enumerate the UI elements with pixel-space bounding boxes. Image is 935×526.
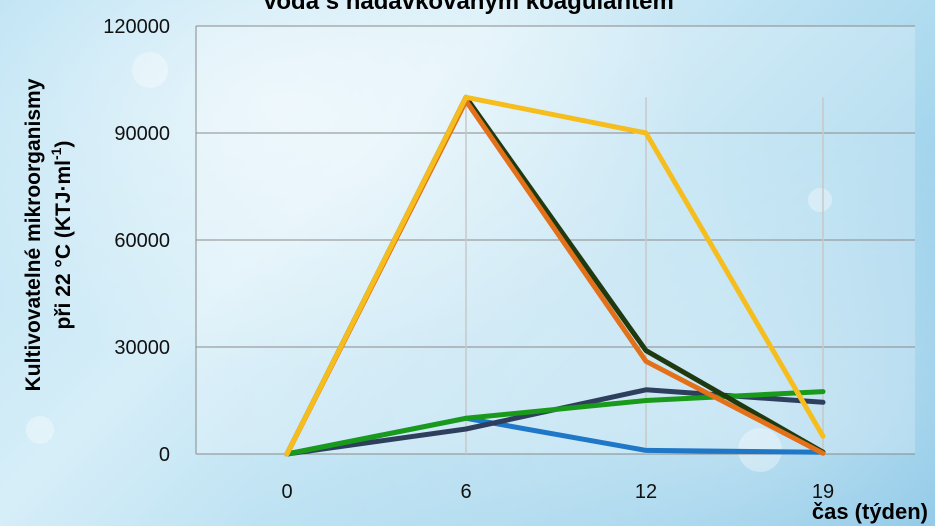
y-tick-label: 60000 [114,230,170,252]
x-tick-label: 6 [460,481,471,503]
gridlines [195,25,915,455]
y-tick-label: 0 [159,444,170,466]
series-lines [284,94,826,457]
y-tick-label: 30000 [114,337,170,359]
x-tick-label: 0 [281,481,292,503]
y-axis-title-main: při 22 °C (KTJ·ml [52,160,75,329]
y-axis-title-line1: Kultivovatelné mikroorganismy [22,78,45,391]
chart-title: Voda s nadávkovaným koagulantem [262,0,674,15]
x-tick-label: 19 [812,481,834,503]
x-tick-labels: 0 6 12 19 [281,481,834,503]
x-gridlines [465,97,824,454]
x-tick-label: 12 [635,481,657,503]
y-axis-title: Kultivovatelné mikroorganismy při 22 °C … [22,78,75,391]
y-tick-label: 90000 [114,123,170,145]
y-axis-title-line2: při 22 °C (KTJ·ml-1) [48,141,75,330]
snowflake-decor [26,52,832,472]
y-tick-label: 120000 [103,16,170,38]
y-axis-title-close: ) [52,141,75,148]
series-line-3 [284,389,826,457]
x-axis-title: čas (týden) [812,499,928,524]
y-tick-labels: 0 30000 60000 90000 120000 [103,16,170,466]
series-line-6 [284,94,826,457]
y-axis-title-superscript: -1 [48,147,64,160]
